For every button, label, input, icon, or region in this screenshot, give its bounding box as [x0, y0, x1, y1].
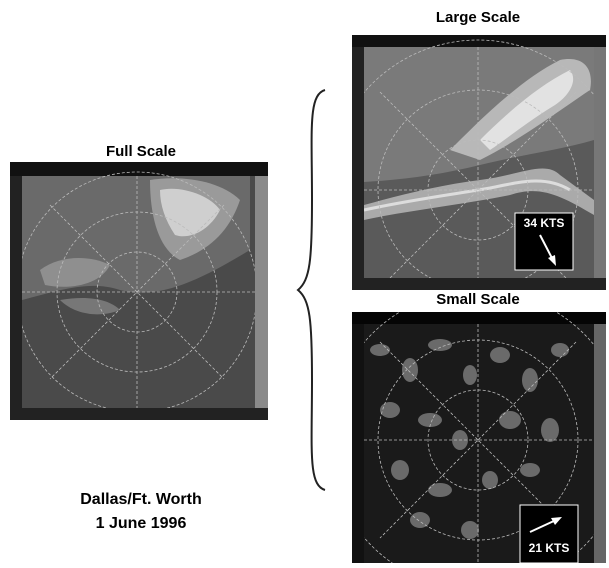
caption-date: 1 June 1996 — [96, 515, 187, 532]
large-scale-title: Large Scale — [436, 9, 520, 26]
small-scale-wind-label: 21 KTS — [529, 541, 570, 555]
small-scale-radar — [328, 290, 609, 563]
caption-location: Dallas/Ft. Worth — [80, 491, 202, 508]
small-scale-title: Small Scale — [436, 291, 519, 308]
full-scale-radar — [10, 162, 268, 420]
figure: Full Scale Large Scale Small Scale — [0, 0, 609, 563]
brace — [298, 90, 325, 490]
full-scale-title: Full Scale — [106, 143, 176, 160]
large-scale-wind-label: 34 KTS — [524, 216, 565, 230]
